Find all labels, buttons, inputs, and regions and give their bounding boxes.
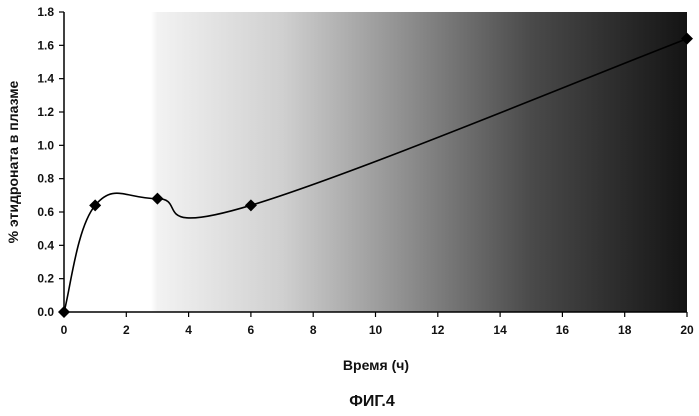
y-axis-title: % этидроната в плазме: [5, 80, 21, 243]
x-tick-label: 16: [556, 323, 570, 337]
y-axis-ticks: 0.0 0.2 0.4 0.6 0.8 1.0 1.2 1.4 1.6 1.8: [37, 5, 64, 319]
x-tick-label: 2: [123, 323, 130, 337]
y-tick-label: 1.4: [37, 72, 54, 86]
y-tick-label: 0.6: [37, 205, 54, 219]
x-tick-label: 20: [680, 323, 694, 337]
x-tick-label: 4: [185, 323, 192, 337]
figure-caption: ФИГ.4: [349, 393, 395, 410]
x-tick-label: 14: [493, 323, 507, 337]
y-tick-label: 0.0: [37, 305, 54, 319]
x-tick-label: 12: [431, 323, 445, 337]
y-tick-label: 0.2: [37, 272, 54, 286]
y-tick-label: 0.4: [37, 238, 54, 252]
x-axis-title: Время (ч): [343, 357, 409, 373]
y-tick-label: 1.0: [37, 138, 54, 152]
x-tick-label: 0: [61, 323, 68, 337]
y-tick-label: 1.2: [37, 105, 54, 119]
x-tick-label: 8: [310, 323, 317, 337]
y-tick-label: 1.8: [37, 5, 54, 19]
y-tick-label: 0.8: [37, 172, 54, 186]
x-tick-label: 6: [248, 323, 255, 337]
y-tick-label: 1.6: [37, 38, 54, 52]
x-axis-ticks: 0 2 4 6 8 10 12 14 16 18 20: [61, 312, 694, 337]
x-tick-label: 18: [618, 323, 632, 337]
x-tick-label: 10: [369, 323, 383, 337]
